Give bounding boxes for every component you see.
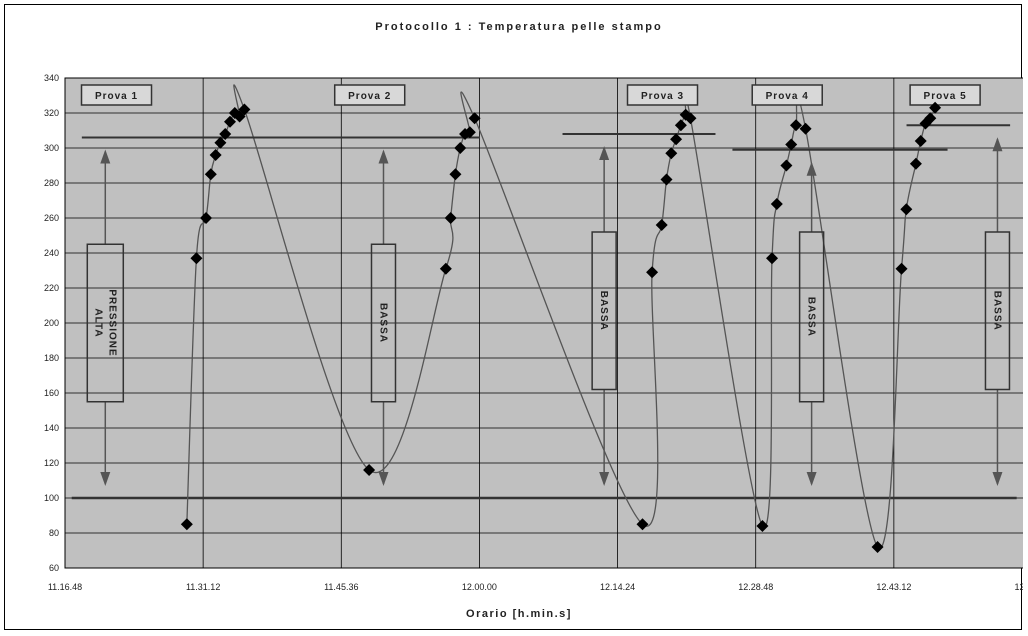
x-tick-label: 12.43.12 xyxy=(876,582,911,592)
condition-box xyxy=(86,243,125,403)
trial-label: Prova 4 xyxy=(766,91,809,102)
condition-label: BASSA xyxy=(598,291,609,331)
arrow-up-head xyxy=(992,137,1003,152)
data-point xyxy=(238,103,251,116)
x-tick-label: 11.31.12 xyxy=(186,582,220,592)
data-point xyxy=(190,252,203,265)
data-point xyxy=(929,101,942,114)
x-axis-label: Orario [h.min.s] xyxy=(466,608,572,620)
condition-label: BASSA xyxy=(377,303,388,343)
data-point xyxy=(799,122,812,135)
y-tick-label: 260 xyxy=(44,213,59,223)
y-tick-label: 60 xyxy=(49,563,59,573)
data-point xyxy=(636,518,649,531)
data-point xyxy=(204,168,217,181)
data-point xyxy=(363,464,376,476)
condition-label: PRESSIONE xyxy=(106,289,117,356)
data-point xyxy=(209,149,222,161)
data-point xyxy=(454,142,467,154)
arrow-down-head xyxy=(992,472,1003,486)
y-tick-label: 160 xyxy=(44,388,59,398)
data-point xyxy=(214,136,227,149)
y-tick-label: 340 xyxy=(44,73,59,83)
chart-title: Protocollo 1 : Temperatura pelle stampo xyxy=(375,21,662,33)
arrow-up-head xyxy=(100,149,111,164)
data-point xyxy=(449,168,462,181)
trial-label: Prova 3 xyxy=(641,91,684,102)
arrow-down-head xyxy=(806,472,817,486)
trial-label-box xyxy=(333,84,406,106)
x-tick-label: 12.57.36 xyxy=(1014,582,1023,592)
y-tick-label: 100 xyxy=(44,493,59,503)
data-point xyxy=(785,138,798,151)
y-tick-label: 240 xyxy=(44,248,59,258)
data-point xyxy=(439,262,452,275)
chart: Protocollo 1 : Temperatura pelle stampo … xyxy=(44,21,1023,620)
data-point xyxy=(790,119,803,132)
data-point xyxy=(780,159,793,172)
trial-label-box xyxy=(751,84,823,106)
data-point xyxy=(463,126,476,139)
data-point xyxy=(900,203,913,216)
data-point xyxy=(219,128,232,140)
data-point xyxy=(924,112,937,125)
data-point xyxy=(914,135,927,147)
data-point xyxy=(665,147,678,160)
y-tick-label: 120 xyxy=(44,458,59,468)
data-point xyxy=(468,112,481,125)
data-point xyxy=(871,541,884,553)
condition-label: BASSA xyxy=(806,297,817,337)
arrow-up-head xyxy=(378,149,389,164)
x-tick-label: 12.00.00 xyxy=(462,582,497,592)
arrow-down-head xyxy=(378,472,389,486)
data-point xyxy=(180,518,193,531)
y-tick-label: 80 xyxy=(49,528,59,538)
data-point xyxy=(684,112,697,125)
plot-area: 60 80 100 120 140 160 180 200 220 240 260 280 300 320… xyxy=(44,73,1023,592)
trial-label-box xyxy=(909,84,981,106)
y-tick-label: 180 xyxy=(44,353,59,363)
data-point xyxy=(670,133,683,146)
trial-label: Prova 1 xyxy=(95,91,138,102)
data-point xyxy=(200,212,213,224)
condition-box xyxy=(798,231,825,403)
x-tick-label: 11.16.48 xyxy=(48,582,82,592)
data-point xyxy=(655,219,668,231)
data-point xyxy=(660,173,673,186)
data-point xyxy=(895,262,908,275)
x-tick-label: 11.45.36 xyxy=(324,582,358,592)
y-tick-label: 200 xyxy=(44,318,59,328)
y-tick-label: 300 xyxy=(44,143,59,153)
arrow-up-head xyxy=(806,161,817,176)
data-point xyxy=(674,119,687,132)
data-point xyxy=(766,252,779,265)
arrow-up-head xyxy=(599,146,610,160)
y-tick-label: 320 xyxy=(44,108,59,118)
data-point xyxy=(909,157,922,170)
y-tick-label: 140 xyxy=(44,423,59,433)
condition-box xyxy=(370,243,397,403)
trial-label: Prova 2 xyxy=(348,91,391,102)
x-tick-label: 12.28.48 xyxy=(738,582,773,592)
condition-label: ALTA xyxy=(92,308,103,337)
arrow-down-head xyxy=(100,472,111,486)
condition-box xyxy=(984,231,1011,391)
arrow-down-head xyxy=(599,472,610,486)
condition-box xyxy=(591,231,617,391)
y-tick-label: 220 xyxy=(44,283,59,293)
trial-label: Prova 5 xyxy=(924,91,967,102)
data-point xyxy=(770,198,783,210)
x-tick-label: 12.14.24 xyxy=(600,582,635,592)
trial-label-box xyxy=(626,84,699,106)
condition-label: BASSA xyxy=(991,291,1002,331)
data-point xyxy=(646,266,659,279)
chart-frame: Protocollo 1 : Temperatura pelle stampo … xyxy=(4,4,1023,630)
data-point xyxy=(756,520,769,532)
data-point xyxy=(224,115,237,128)
data-point xyxy=(444,212,457,224)
trial-label-box xyxy=(80,84,153,106)
y-tick-label: 280 xyxy=(44,178,59,188)
